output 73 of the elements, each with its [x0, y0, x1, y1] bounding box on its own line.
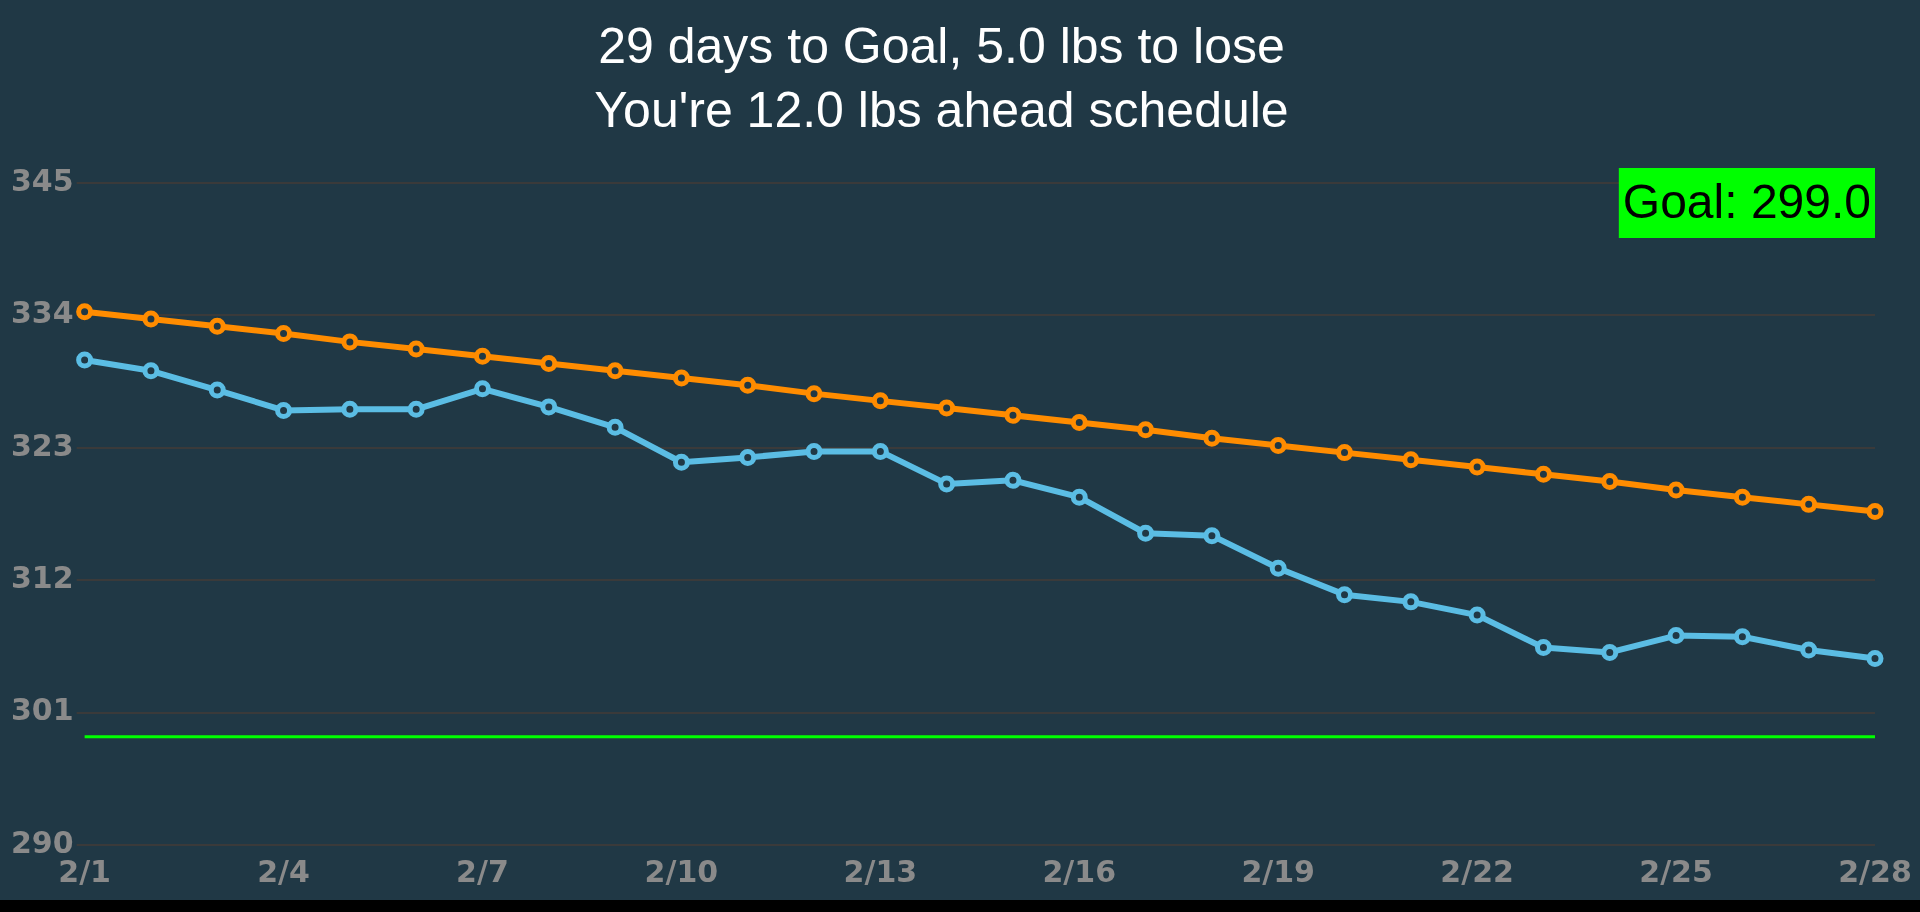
point: [1402, 593, 1420, 611]
point: [1468, 458, 1486, 476]
point: [672, 369, 690, 387]
point: [1534, 465, 1552, 483]
point: [1667, 481, 1685, 499]
point: [1601, 643, 1619, 661]
point: [938, 475, 956, 493]
point: [1733, 628, 1751, 646]
point: [1137, 421, 1155, 439]
point: [76, 351, 94, 369]
point: [938, 399, 956, 417]
point: [871, 442, 889, 460]
point: [407, 400, 425, 418]
x-tick-label: 2/13: [843, 853, 918, 889]
point: [1070, 488, 1088, 506]
y-tick-label: 345: [11, 162, 74, 198]
point: [275, 401, 293, 419]
chart-title: 29 days to Goal, 5.0 lbs to lose: [598, 17, 1285, 74]
x-tick-label: 2/19: [1241, 853, 1315, 889]
point: [473, 380, 491, 398]
point: [341, 400, 359, 418]
point: [805, 385, 823, 403]
point: [142, 310, 160, 328]
point: [1336, 444, 1354, 462]
point: [1203, 429, 1221, 447]
x-tick-label: 2/28: [1838, 853, 1912, 889]
point: [208, 381, 226, 399]
point: [739, 376, 757, 394]
point: [1004, 471, 1022, 489]
point: [540, 398, 558, 416]
point: [1667, 627, 1685, 645]
point: [1137, 524, 1155, 542]
point: [142, 362, 160, 380]
chart-subtitle: You're 12.0 lbs ahead schedule: [594, 81, 1289, 138]
point: [1534, 639, 1552, 657]
point: [805, 442, 823, 460]
point: [1269, 559, 1287, 577]
point: [407, 340, 425, 358]
y-tick-label: 301: [11, 692, 74, 728]
x-tick-label: 2/7: [456, 853, 509, 889]
point: [473, 347, 491, 365]
point: [871, 392, 889, 410]
x-tick-label: 2/10: [644, 853, 719, 889]
point: [1733, 488, 1751, 506]
point: [76, 303, 94, 321]
y-tick-label: 334: [11, 295, 74, 331]
point: [1800, 641, 1818, 659]
point: [275, 324, 293, 342]
point: [1402, 451, 1420, 469]
point: [606, 418, 624, 436]
x-tick-label: 2/4: [257, 853, 310, 889]
point: [672, 453, 690, 471]
point: [1004, 406, 1022, 424]
point: [1601, 473, 1619, 490]
point: [1070, 414, 1088, 432]
point: [606, 362, 624, 380]
point: [540, 355, 558, 373]
x-tick-label: 2/16: [1042, 853, 1117, 889]
point: [1468, 606, 1486, 624]
point: [1269, 436, 1287, 454]
x-tick-label: 2/22: [1440, 853, 1514, 889]
point: [341, 333, 359, 351]
point: [1866, 649, 1884, 667]
point: [1203, 527, 1221, 545]
x-tick-label: 2/25: [1639, 853, 1713, 889]
y-tick-label: 323: [11, 427, 74, 463]
point: [739, 448, 757, 466]
point: [1800, 495, 1818, 513]
y-tick-label: 312: [11, 560, 74, 595]
point: [1866, 503, 1884, 521]
annotation: Goal: 299.0: [1622, 175, 1871, 229]
point: [208, 317, 226, 335]
point: [1336, 586, 1354, 604]
